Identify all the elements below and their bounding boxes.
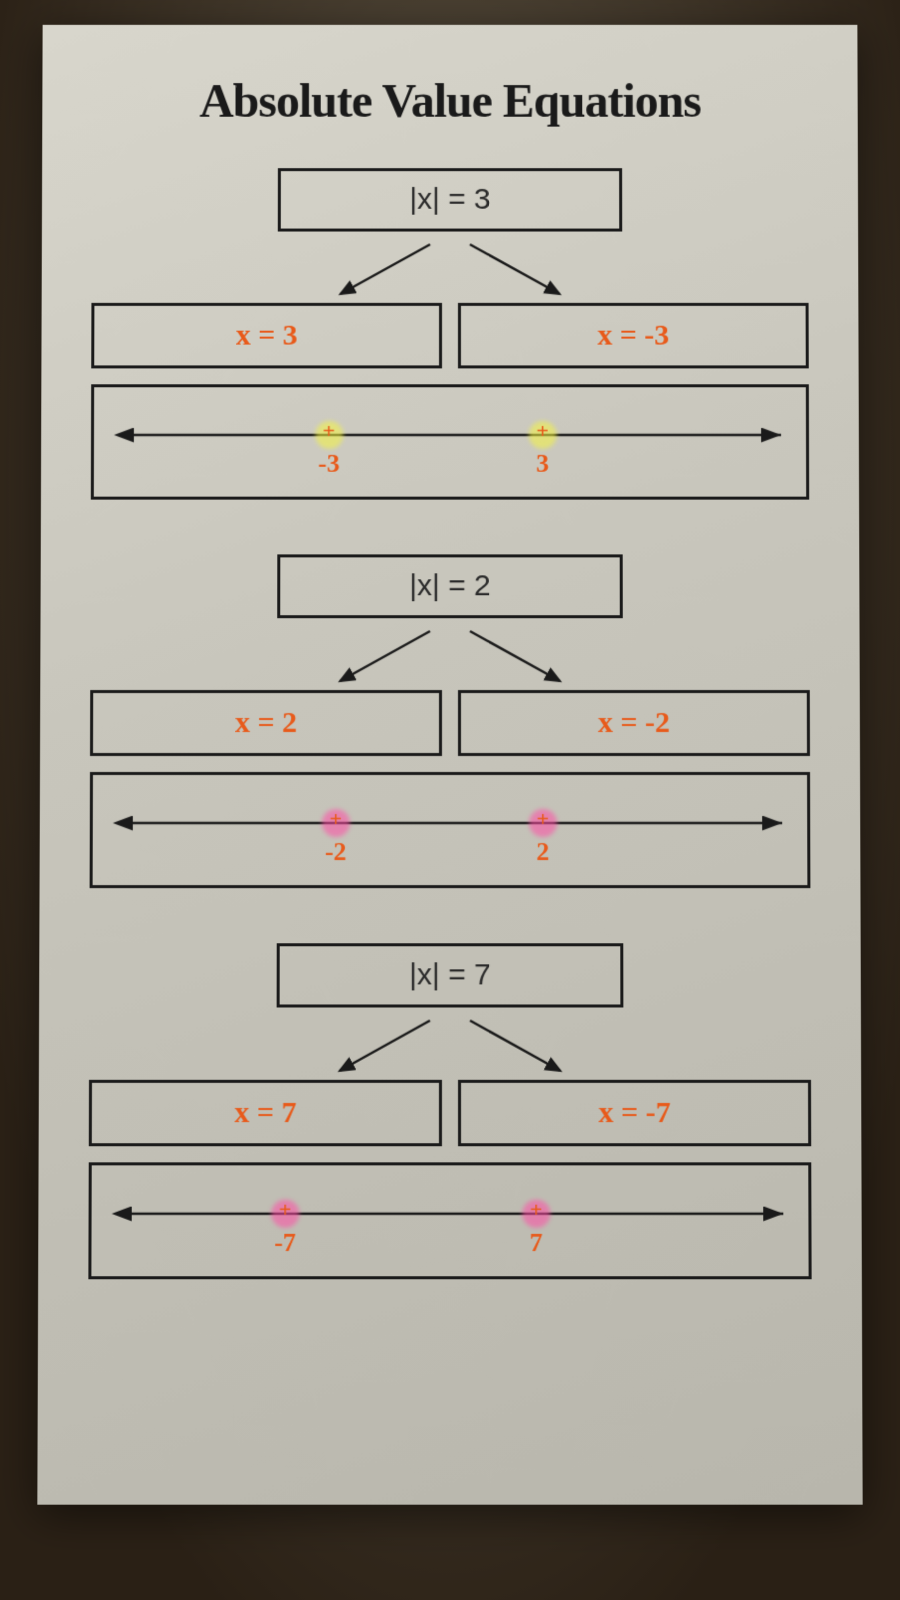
number-line-box: + + -7 7 <box>88 1162 811 1279</box>
page-title: Absolute Value Equations <box>92 74 808 128</box>
tick-mark: + <box>329 806 342 832</box>
equation-box: |x| = 3 <box>278 168 622 231</box>
number-line <box>94 387 806 496</box>
tick-mark: + <box>537 806 550 832</box>
number-line-box: + + -3 3 <box>91 384 809 499</box>
problem-1: |x| = 3 x = 3 x = -3 <box>91 168 809 499</box>
number-line <box>93 775 808 885</box>
tick-label: -2 <box>325 837 347 867</box>
solution-right: x = -3 <box>458 303 809 369</box>
branch-arrows <box>90 626 810 686</box>
number-line-box: + + -2 2 <box>90 772 811 888</box>
solution-left: x = 3 <box>91 303 442 369</box>
problem-3: |x| = 7 x = 7 x = -7 + + -7 7 <box>88 943 811 1279</box>
tick-label: 3 <box>536 448 549 478</box>
tick-label: -7 <box>274 1227 296 1257</box>
solution-right: x = -2 <box>458 690 810 756</box>
tick-mark: + <box>323 418 336 444</box>
number-line <box>91 1165 808 1276</box>
tick-mark: + <box>530 1197 543 1223</box>
problem-2: |x| = 2 x = 2 x = -2 + + -2 2 <box>90 554 811 888</box>
solution-left: x = 7 <box>89 1080 442 1146</box>
tick-label: -3 <box>318 448 340 478</box>
equation-box: |x| = 7 <box>277 943 624 1007</box>
solution-row: x = 3 x = -3 <box>91 303 809 369</box>
tick-mark: + <box>279 1197 292 1223</box>
tick-label: 2 <box>536 837 549 867</box>
branch-arrows <box>91 239 808 298</box>
solution-row: x = 7 x = -7 <box>89 1080 811 1146</box>
equation-box: |x| = 2 <box>277 554 623 618</box>
tick-mark: + <box>536 418 549 444</box>
tick-label: 7 <box>529 1227 542 1257</box>
solution-row: x = 2 x = -2 <box>90 690 810 756</box>
desk-background: Absolute Value Equations |x| = 3 x = 3 x… <box>0 0 900 1600</box>
worksheet-paper: Absolute Value Equations |x| = 3 x = 3 x… <box>37 25 862 1505</box>
branch-arrows <box>89 1016 811 1076</box>
solution-right: x = -7 <box>458 1080 811 1146</box>
solution-left: x = 2 <box>90 690 442 756</box>
